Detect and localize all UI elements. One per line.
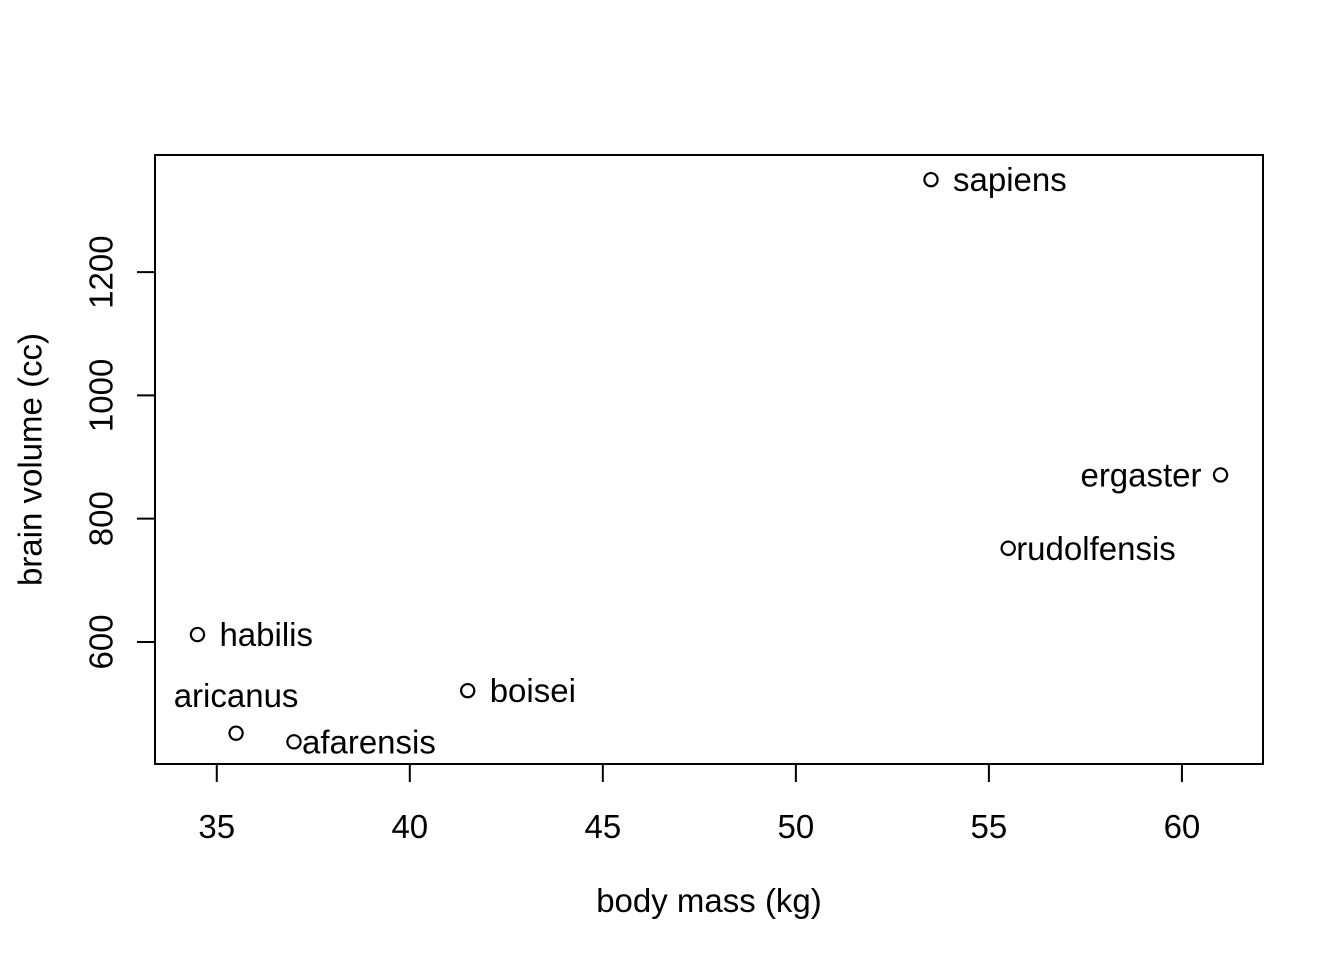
- y-axis-title: brain volume (cc): [12, 333, 49, 586]
- x-tick-label: 55: [971, 808, 1008, 845]
- data-point-label-ergaster: ergaster: [1080, 456, 1201, 493]
- data-point-sapiens: [923, 171, 939, 188]
- data-point-label-habilis: habilis: [219, 616, 313, 653]
- data-point-labels: sapiens ergaster rudolfensis habilis aricanu…: [174, 161, 1202, 760]
- data-point-aricanus: [228, 725, 244, 741]
- x-tick-label: 45: [584, 808, 621, 845]
- y-tick-label: 600: [83, 614, 120, 669]
- y-tick-label: 1200: [83, 235, 120, 308]
- data-point-rudolfensis: [1000, 540, 1016, 556]
- data-point-habilis: [189, 626, 206, 643]
- data-point-ergaster: [1212, 467, 1229, 483]
- x-tick-label: 60: [1164, 808, 1201, 845]
- data-point-label-sapiens: sapiens: [953, 161, 1067, 198]
- x-tick-label: 40: [391, 808, 428, 845]
- data-point-label-afarensis: afarensis: [302, 723, 436, 760]
- x-tick-label: 35: [198, 808, 235, 845]
- y-axis: 600 800 1000 1200: [83, 235, 155, 669]
- y-tick-label: 1000: [83, 359, 120, 432]
- y-tick-label: 800: [83, 491, 120, 546]
- data-point-label-boisei: boisei: [490, 672, 576, 709]
- x-axis-title: body mass (kg): [596, 882, 822, 919]
- data-point-afarensis: [286, 734, 302, 750]
- data-points: [189, 171, 1229, 750]
- plot-area-border: [154, 154, 1264, 765]
- x-axis: 35 40 45 50 55 60: [198, 764, 1200, 845]
- data-point-label-rudolfensis: rudolfensis: [1016, 530, 1176, 567]
- x-tick-label: 50: [778, 808, 815, 845]
- data-point-boisei: [460, 682, 476, 699]
- data-point-label-aricanus: aricanus: [174, 677, 299, 714]
